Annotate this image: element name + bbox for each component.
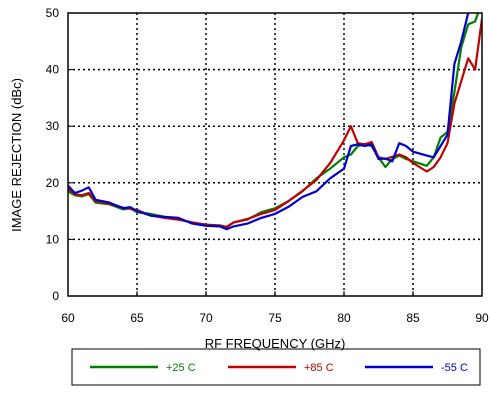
legend-label-1: +25 C <box>166 362 196 374</box>
x-tick-label: 70 <box>199 311 213 325</box>
x-tick-label: 75 <box>268 311 282 325</box>
y-tick-label: 50 <box>46 6 60 20</box>
series-line-2 <box>68 17 482 228</box>
tick-labels: 60 65 70 75 80 85 90 0 10 20 30 40 50 <box>46 6 489 325</box>
x-axis-title: RF FREQUENCY (GHz) <box>205 336 346 351</box>
legend-label-2: +85 C <box>304 362 334 374</box>
x-tick-label: 90 <box>475 311 489 325</box>
x-tick-label: 65 <box>130 311 144 325</box>
y-tick-label: 40 <box>46 63 60 77</box>
ticks <box>67 12 483 297</box>
legend-box <box>71 348 481 386</box>
x-tick-label: 60 <box>61 311 75 325</box>
y-axis-title: IMAGE REJECTION (dBc) <box>9 78 24 232</box>
y-tick-label: 10 <box>46 232 60 246</box>
legend: +25 C +85 C -55 C <box>90 362 468 374</box>
grid <box>68 13 482 296</box>
y-tick-label: 20 <box>46 176 60 190</box>
legend-label-3: -55 C <box>441 362 468 374</box>
y-tick-label: 0 <box>52 289 59 303</box>
series-line-3 <box>68 13 470 231</box>
series-layer <box>68 13 482 231</box>
y-tick-label: 30 <box>46 119 60 133</box>
x-tick-label: 85 <box>406 311 420 325</box>
x-tick-label: 80 <box>337 311 351 325</box>
